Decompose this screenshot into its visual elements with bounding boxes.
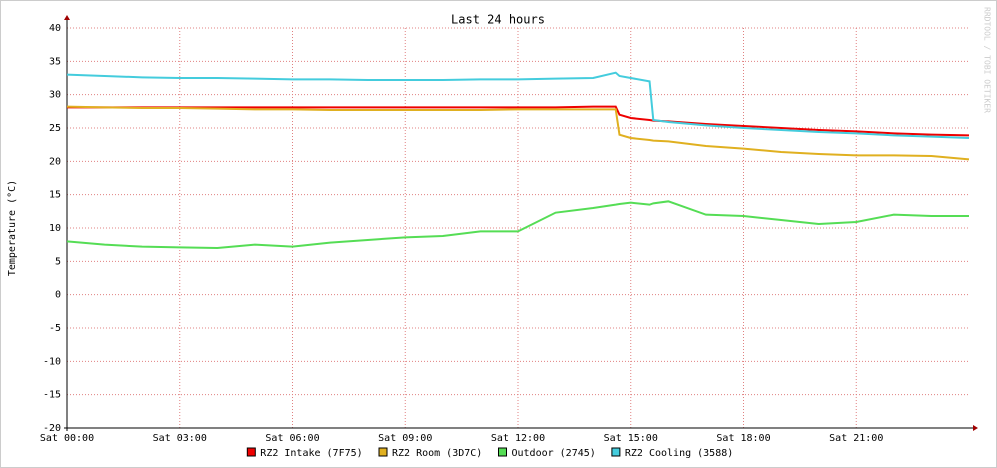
line [67,105,970,137]
y-tick-label: -10 [43,356,61,367]
x-tick-label: Sat 18:00 [716,433,770,444]
legend-swatch [498,447,507,457]
legend-swatch [611,447,621,457]
line [66,105,970,161]
line [66,200,969,250]
y-tick-label: -5 [49,323,61,334]
legend-label: RZ2 Cooling (3588) [625,448,733,459]
axis-arrow [973,425,978,431]
y-tick-label: 15 [49,190,61,201]
y-tick-label: 10 [49,223,61,234]
legend-label: RZ2 Intake (7F75) [260,448,362,459]
y-tick-label: -20 [43,423,61,434]
y-tick-label: 5 [55,256,61,267]
y-tick-label: 35 [49,56,61,67]
line [66,71,970,139]
y-tick-label: 25 [49,123,61,134]
y-tick-label: 30 [49,90,61,101]
chart-title: Last 24 hours [451,13,545,27]
y-tick-label: 40 [49,23,61,34]
plot [66,71,970,250]
x-tick-label: Sat 12:00 [491,433,545,444]
legend-swatch [246,447,256,457]
legend-swatch [378,447,388,457]
x-tick-label: Sat 09:00 [378,433,432,444]
legend: RZ2 Intake (7F75) RZ2 Room (3D7C) Outdoor … [246,447,733,459]
x-tick-label: Sat 21:00 [829,433,883,444]
watermark: RRDTOOL / TOBI OETIKER [983,7,992,113]
y-tick-label: 0 [55,290,61,301]
axis-arrow [64,15,70,20]
y-tick-label: 20 [49,156,61,167]
legend-label: RZ2 Room (3D7C) [392,448,482,459]
x-tick-label: Sat 15:00 [604,433,658,444]
x-tick-label: Sat 03:00 [153,433,207,444]
y-tick-label: -15 [43,390,61,401]
grid: -20 -15 -10 -5 0 5 10 15 20 25 30 35 40 Sat 00:00 Sat … [40,15,978,444]
x-tick-label: Sat 00:00 [40,433,94,444]
legend-label: Outdoor (2745) [512,448,596,459]
x-tick-label: Sat 06:00 [265,433,319,444]
y-axis-label: Temperature (°C) [7,180,18,276]
